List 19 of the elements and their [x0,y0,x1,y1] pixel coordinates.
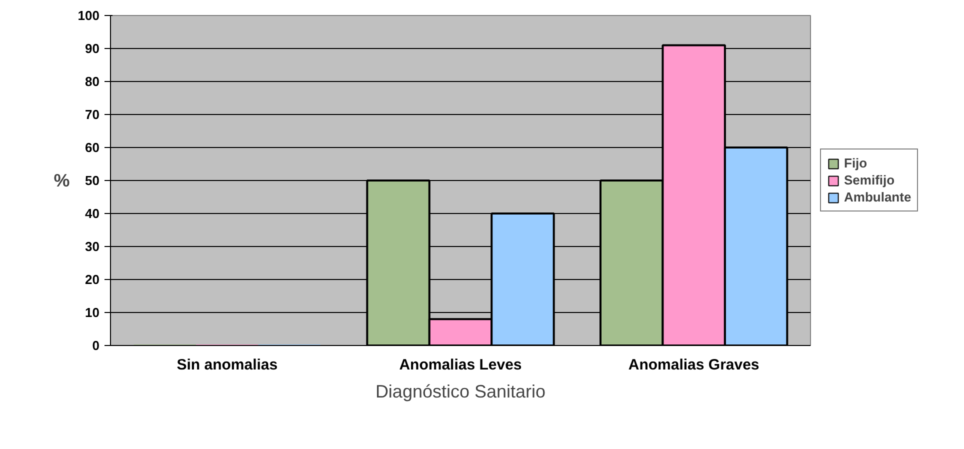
y-tick-label: 60 [85,140,100,155]
y-tick-label: 70 [85,107,100,122]
y-tick-label: 30 [85,239,100,254]
y-tick-label: 80 [85,74,100,89]
y-tick-label: 0 [92,338,100,353]
legend-label: Fijo [844,156,868,170]
y-tick-label: 50 [85,173,100,188]
legend-label: Semifijo [844,172,895,188]
y-tick-label: 20 [85,272,100,287]
x-tick-label: Anomalias Graves [628,356,760,374]
y-tick-label: 100 [78,8,100,23]
x-axis-title: Diagnóstico Sanitario [375,382,546,402]
legend-label: Ambulante [844,190,912,204]
y-axis-title: % [54,170,70,190]
x-tick-label: Sin anomalias [176,356,278,374]
y-tick-label: 40 [85,206,100,221]
y-tick-label: 10 [85,305,100,320]
x-tick-label: Anomalias Leves [399,356,522,374]
y-tick-label: 90 [85,41,100,56]
